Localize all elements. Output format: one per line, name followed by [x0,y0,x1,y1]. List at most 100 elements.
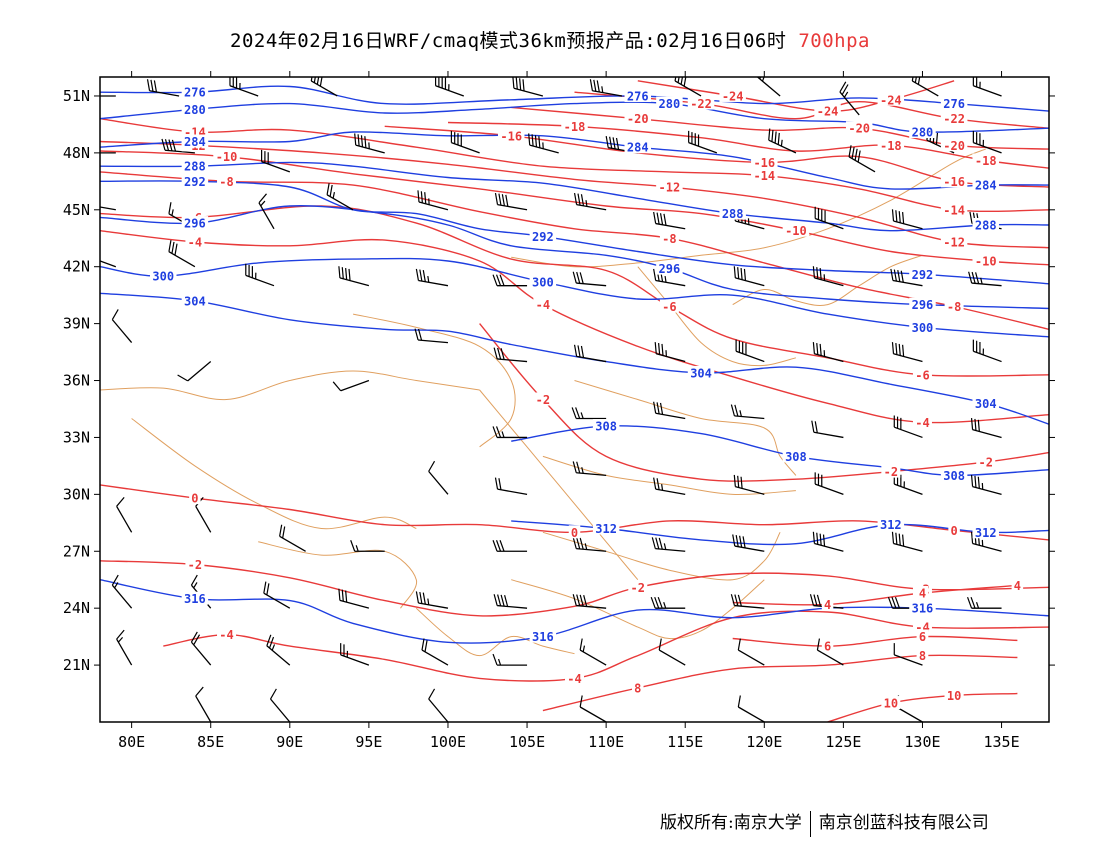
temperature-contour-label: 6 [824,640,831,654]
height-contour-label: 316 [184,592,206,606]
temperature-contour-label-bg [659,231,679,245]
height-contour-label: 296 [912,298,934,312]
height-contour-label: 288 [184,160,206,174]
wind-barb [111,309,133,344]
temperature-contour-label: -10 [216,150,238,164]
wind-barb [258,193,275,230]
lon-tick-label: 120E [746,733,782,751]
temperature-contour-label-bg [568,525,581,539]
height-contour-label: 284 [627,141,649,155]
wind-barb [116,629,133,666]
height-contour-label-bg [940,96,968,110]
temperature-contour-label: -16 [500,129,522,143]
wind-barb [972,339,1002,363]
height-contour-label: 300 [152,270,174,284]
wind-barb [494,477,528,495]
temperature-contour-label: -20 [943,139,965,153]
wind-barb [571,407,607,420]
lat-tick-label: 51N [63,87,90,105]
wind-barb [177,361,212,382]
lon-tick-label: 80E [118,733,145,751]
temperature-contour-label-bg [940,202,968,216]
wind-barb [279,524,306,552]
temperature-contour-label-bg [782,223,810,237]
wind-barb [528,133,559,154]
height-contour-label-bg [940,468,968,482]
height-contour-label-bg [529,274,557,288]
wind-barb [814,472,844,495]
height-contour-label-bg [529,629,557,643]
temperature-contour-label: 10 [884,697,898,711]
temperature-contour-label-bg [940,174,968,188]
wind-barb [340,643,370,666]
height-contour-label-bg [624,140,652,154]
temperature-contour-label: -14 [753,169,775,183]
height-contour-label-bg [687,365,715,379]
temperature-contour-label-bg [628,580,648,594]
temperature-contour-label-bg [751,155,778,169]
border-line [732,254,923,306]
height-contour-label-bg [909,601,936,615]
temperature-contour-line [732,635,1018,647]
wind-barb [970,531,1002,552]
wind-barb [735,339,765,363]
wind-barb [966,596,1002,609]
temperature-contour-line [100,140,1049,249]
temperature-contour-label-bg [877,92,905,106]
height-contour-label-bg [624,88,652,102]
height-contour-label-bg [909,267,936,281]
height-contour-label: 292 [184,175,206,189]
height-contour-label-bg [909,320,936,334]
temperature-contour-label-bg [632,680,644,694]
height-contour-label-bg [656,96,683,110]
temperature-contour-label: 6 [919,630,926,644]
temperature-contour-label-bg [976,455,996,469]
height-contour-label: 300 [532,275,554,289]
wind-barb [572,271,607,287]
map-background [100,77,1049,722]
temperature-contour-label: -20 [627,112,649,126]
height-contour-label-bg [181,174,209,188]
border-line [479,389,639,581]
height-contour-label-bg [592,419,620,433]
copyright-company: 南京创蓝科技有限公司 [818,813,989,833]
temperature-contour-line [100,118,1049,213]
temperature-contour-label: -24 [880,93,902,107]
temperature-contour-label-bg [972,153,999,167]
temperature-contour-label-bg [940,111,968,125]
height-contour-label-bg [972,217,999,231]
lat-tick-label: 21N [63,656,90,674]
wind-barb [494,192,528,211]
temperature-contour-label-bg [719,88,746,102]
wind-barb [733,266,765,287]
height-contour-label: 296 [184,217,206,231]
height-contour-label-bg [972,525,999,539]
temperature-contour-label-bg [185,235,205,249]
height-contour-label: 300 [912,321,934,335]
wind-barb [579,638,607,666]
wind-barb [263,581,291,609]
chart-title: 2024年02月16日WRF/cmaq模式36km预报产品:02月16日06时 7… [0,26,1100,53]
border-line [542,531,781,581]
wind-barb [730,404,765,420]
height-contour-label-bg [877,517,905,531]
wind-barb [450,130,480,154]
height-contour-label: 280 [659,97,681,111]
wind-barb [100,260,117,268]
wind-barb [653,211,686,230]
wind-barb [168,240,196,268]
temperature-contour-line [100,205,1049,377]
temperature-contour-label-bg [497,128,525,142]
temperature-contour-label: 4 [1014,579,1021,593]
temperature-contour-label-bg [940,138,968,152]
temperature-contour-label-bg [940,235,968,249]
temperature-contour-label: -18 [564,120,586,134]
wind-barb [654,342,686,363]
wind-barb [891,209,923,230]
wind-barb [493,347,528,363]
temperature-contour-label-bg [912,367,932,381]
temperature-contour-label: -18 [975,154,997,168]
lat-tick-label: 30N [63,485,90,503]
wind-barb [811,420,844,439]
temperature-contour-label: -24 [722,89,744,103]
